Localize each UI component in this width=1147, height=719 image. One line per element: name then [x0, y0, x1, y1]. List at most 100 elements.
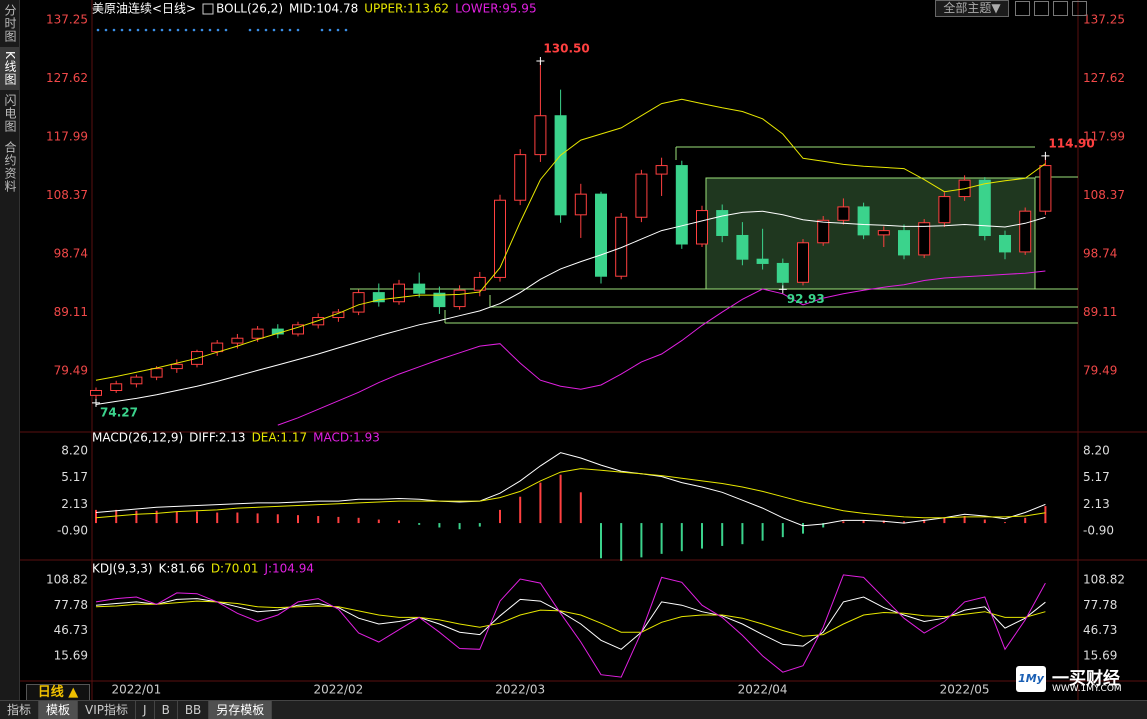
- macd-bar: [155, 510, 158, 524]
- sidebar: 分时图 K线图 闪电图 合约资料: [0, 0, 20, 700]
- y-tick-label-right: 98.74: [1083, 247, 1117, 261]
- y-tick-label: 117.99: [46, 130, 88, 144]
- y-tick-label: 5.17: [61, 470, 88, 484]
- candle-body: [150, 368, 163, 378]
- macd-bar: [398, 520, 400, 524]
- legend-entry: UPPER:113.62: [364, 2, 449, 16]
- macd-bar: [600, 523, 602, 559]
- legend-entry: DIFF:2.13: [189, 431, 245, 445]
- signal-dot: [192, 28, 196, 32]
- macd-bar: [741, 523, 744, 545]
- sidebar-tab[interactable]: K线图: [0, 47, 19, 90]
- window-icon[interactable]: [1034, 1, 1049, 16]
- y-tick-label-right: 89.11: [1083, 305, 1117, 319]
- bottom-tab[interactable]: B: [155, 701, 178, 719]
- macd-bar: [135, 510, 138, 524]
- signal-dot: [104, 28, 108, 32]
- candle-body: [615, 216, 628, 277]
- signal-dot: [128, 28, 132, 32]
- window-icon[interactable]: [1072, 1, 1087, 16]
- macd-bar: [458, 523, 461, 530]
- sidebar-tab[interactable]: 闪电图: [3, 93, 17, 133]
- macd-bar: [418, 523, 421, 525]
- candle-body: [393, 283, 405, 303]
- y-tick-label: 98.74: [54, 247, 88, 261]
- signal-dots: [96, 28, 348, 32]
- macd-bar: [660, 523, 663, 554]
- macd-bar: [276, 514, 279, 524]
- candle-body: [130, 376, 143, 385]
- y-tick-label: 127.62: [46, 71, 88, 85]
- bottom-tab[interactable]: BB: [178, 701, 210, 719]
- bottom-tab[interactable]: 模板: [39, 701, 79, 719]
- extreme-marker: [778, 285, 787, 294]
- candle-body: [494, 199, 506, 278]
- y-tick-label-right: 77.78: [1083, 598, 1117, 612]
- indicator-label: MACD(26,12,9): [92, 431, 183, 445]
- window-icon[interactable]: [1053, 1, 1068, 16]
- macd-bar: [963, 516, 966, 524]
- candle-body: [938, 196, 951, 224]
- sidebar-tab[interactable]: 分时图: [3, 4, 17, 43]
- bottom-tab[interactable]: 另存模板: [209, 701, 273, 719]
- candle-body: [898, 230, 910, 256]
- signal-dot: [176, 28, 180, 32]
- chart-title: 美原油连续<日线>: [92, 1, 196, 16]
- signal-dot: [272, 28, 276, 32]
- bottom-bar: 指标 模板 VIP指标 J B BB 另存模板: [0, 700, 1147, 719]
- y-tick-label-right: 137.25: [1083, 13, 1125, 27]
- macd-bar: [680, 523, 683, 552]
- signal-dot: [256, 28, 260, 32]
- macd-bar: [620, 523, 623, 561]
- signal-dot: [184, 28, 188, 32]
- signal-dot: [336, 28, 340, 32]
- y-tick-label: 2.13: [61, 497, 88, 511]
- signal-dot: [120, 28, 124, 32]
- y-tick-label: 108.82: [46, 572, 88, 586]
- y-tick-label: 137.25: [46, 13, 88, 27]
- signal-dot: [200, 28, 204, 32]
- signal-dot: [344, 28, 348, 32]
- macd-bar: [923, 519, 926, 524]
- candle-body: [453, 289, 466, 308]
- theme-button[interactable]: 全部主题▼: [935, 0, 1009, 17]
- macd-bar: [438, 523, 441, 528]
- macd-bar: [559, 474, 562, 524]
- indicator-line: [95, 600, 1046, 637]
- legend-entry: LOWER:95.95: [455, 2, 537, 16]
- candle-body: [877, 230, 890, 236]
- candle-body: [231, 337, 244, 344]
- y-tick-label: 8.20: [61, 443, 88, 457]
- macd-bar: [175, 511, 178, 524]
- candle-body: [312, 317, 325, 326]
- logo-badge: 1My: [1016, 666, 1046, 692]
- macd-bar: [640, 523, 643, 558]
- candle-body: [1019, 210, 1032, 253]
- signal-dot: [248, 28, 252, 32]
- indicator-line: [95, 98, 1046, 381]
- macd-bar: [721, 523, 724, 546]
- candle-body: [756, 258, 769, 264]
- x-tick-label: 2022/04: [738, 683, 788, 697]
- watermark: 1My 一买财经 WWW.1MY.COM: [1016, 664, 1131, 696]
- macd-bar: [478, 523, 481, 527]
- candle-body: [797, 242, 809, 283]
- bottom-tab[interactable]: 指标: [0, 701, 40, 719]
- candle-body: [675, 165, 688, 245]
- signal-dot: [208, 28, 212, 32]
- extreme-marker: [536, 57, 545, 66]
- candle-body: [514, 154, 527, 201]
- legend-entry: DEA:1.17: [252, 431, 308, 445]
- candle-body: [716, 210, 729, 236]
- candle-body: [413, 283, 426, 294]
- bottom-tab[interactable]: J: [136, 701, 155, 719]
- bottom-tab[interactable]: VIP指标: [78, 701, 137, 719]
- legend-entry: MID:104.78: [289, 2, 358, 16]
- candle-body: [433, 292, 446, 308]
- sidebar-tab[interactable]: 合约资料: [3, 140, 17, 193]
- logo-name: 一买财经: [1052, 669, 1120, 689]
- y-tick-label: 108.37: [46, 188, 88, 202]
- window-icon[interactable]: [1015, 1, 1030, 16]
- candle-body: [817, 219, 830, 244]
